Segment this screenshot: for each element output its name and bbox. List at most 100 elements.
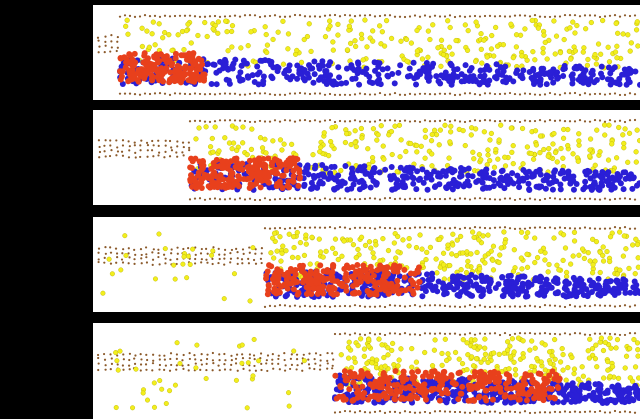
gas-atom xyxy=(407,243,412,248)
liquid-atom xyxy=(599,169,605,175)
wall-atom xyxy=(509,92,511,94)
gas-atom xyxy=(260,145,265,150)
liquid-atom xyxy=(518,274,524,280)
wall-atom xyxy=(504,226,506,228)
wall-atom xyxy=(614,410,616,412)
gas-atom xyxy=(291,234,296,239)
gas-atom xyxy=(482,337,487,342)
liquid-atom xyxy=(462,181,468,187)
gas-atom xyxy=(363,243,368,248)
wall-atom xyxy=(184,15,186,17)
liquid-atom-red xyxy=(402,274,408,280)
gas-atom xyxy=(615,55,620,60)
wall-atom xyxy=(157,140,159,142)
wall-atom xyxy=(569,120,571,122)
wall-atom xyxy=(539,119,541,121)
wall-atom xyxy=(237,257,239,259)
wall-atom xyxy=(332,358,334,360)
gas-atom xyxy=(426,29,431,34)
gas-atom xyxy=(543,368,548,373)
gas-atom xyxy=(286,390,291,395)
gas-atom xyxy=(529,339,534,344)
liquid-atom-red xyxy=(210,171,216,177)
wall-atom xyxy=(244,198,246,200)
liquid-atom-red xyxy=(350,264,356,270)
gas-atom xyxy=(481,233,486,238)
gas-atom xyxy=(450,243,455,248)
wall-atom xyxy=(145,354,147,356)
gas-atom xyxy=(469,133,474,138)
wall-atom xyxy=(134,152,136,154)
wall-atom xyxy=(274,305,276,307)
wall-atom xyxy=(229,93,231,95)
liquid-atom-red xyxy=(208,166,214,172)
wall-atom xyxy=(374,306,376,308)
wall-atom xyxy=(499,306,501,308)
wall-atom xyxy=(319,92,321,94)
gas-atom xyxy=(359,126,364,131)
wall-atom xyxy=(614,226,616,228)
liquid-atom-red xyxy=(407,385,413,391)
wall-atom xyxy=(289,197,291,199)
wall-atom xyxy=(314,305,316,307)
wall-atom xyxy=(163,355,165,357)
gas-atom xyxy=(373,242,378,247)
gas-atom xyxy=(347,340,352,345)
wall-atom xyxy=(374,15,376,17)
wall-atom xyxy=(524,410,526,412)
wall-atom xyxy=(624,94,626,96)
wall-atom xyxy=(284,359,286,361)
gas-atom xyxy=(491,351,496,356)
liquid-atom xyxy=(615,382,621,388)
wall-atom xyxy=(434,15,436,17)
wall-atom xyxy=(444,15,446,17)
wall-atom xyxy=(329,93,331,95)
liquid-atom xyxy=(564,287,570,293)
wall-atom xyxy=(454,94,456,96)
liquid-atom-red xyxy=(376,396,382,402)
gas-atom xyxy=(434,270,439,275)
gas-atom xyxy=(455,238,460,243)
gas-atom xyxy=(509,126,514,131)
gas-atom xyxy=(264,32,269,37)
wall-atom xyxy=(339,411,341,413)
gas-atom xyxy=(359,136,364,141)
wall-atom xyxy=(122,364,124,366)
wall-atom xyxy=(304,92,306,94)
liquid-atom xyxy=(458,289,464,295)
liquid-atom xyxy=(259,58,265,64)
gas-atom xyxy=(378,258,383,263)
liquid-atom xyxy=(390,173,396,179)
liquid-atom xyxy=(587,277,593,283)
gas-atom xyxy=(348,238,353,243)
wall-atom xyxy=(589,334,591,336)
wall-atom xyxy=(152,360,154,362)
wall-atom xyxy=(249,353,251,355)
wall-atom xyxy=(209,121,211,123)
gas-atom xyxy=(516,336,521,341)
liquid-atom-red xyxy=(295,183,301,189)
wall-atom xyxy=(444,333,446,335)
wall-atom xyxy=(619,120,621,122)
wall-atom xyxy=(534,14,536,16)
wall-atom xyxy=(223,264,225,266)
gas-atom xyxy=(576,138,581,143)
liquid-atom-red xyxy=(219,158,225,164)
wall-atom xyxy=(584,411,586,413)
gas-atom xyxy=(328,24,333,29)
wall-atom xyxy=(499,93,501,95)
liquid-atom-red xyxy=(364,273,370,279)
wall-atom xyxy=(399,333,401,335)
liquid-atom xyxy=(302,77,308,83)
wall-atom xyxy=(459,228,461,230)
liquid-atom xyxy=(612,185,618,191)
gas-atom xyxy=(289,142,294,147)
gas-atom xyxy=(140,44,145,49)
wall-atom xyxy=(404,119,406,121)
liquid-atom-red xyxy=(363,267,369,273)
wall-atom xyxy=(296,358,298,360)
gas-atom xyxy=(636,376,640,381)
gas-atom xyxy=(246,360,251,365)
wall-atom xyxy=(614,333,616,335)
liquid-atom-red xyxy=(257,169,263,175)
